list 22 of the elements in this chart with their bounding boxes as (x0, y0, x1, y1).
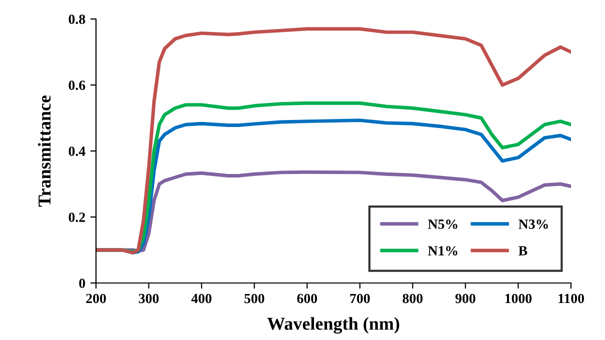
x-tick-label: 600 (297, 294, 317, 304)
y-tick-label: 0.4 (68, 146, 86, 156)
x-tick-label: 1000 (505, 294, 532, 304)
x-tick-label: 200 (86, 294, 106, 304)
x-tick-label: 900 (455, 294, 476, 304)
x-axis-title: Wavelength (nm) (267, 317, 400, 334)
y-tick-label: 0 (79, 278, 86, 288)
x-tick-label: 1100 (558, 294, 584, 304)
x-tick-label: 500 (244, 294, 264, 304)
x-tick-label: 800 (402, 294, 423, 304)
y-tick-label: 0.6 (68, 80, 86, 90)
legend-label: N3% (518, 220, 548, 229)
legend-label: B (518, 246, 528, 256)
legend-label: N5% (428, 220, 458, 229)
y-axis-title: Transmittance (38, 95, 51, 207)
x-tick-label: 700 (350, 294, 370, 304)
y-tick-label: 0.8 (68, 14, 86, 24)
legend-label: N1% (428, 246, 458, 256)
x-tick-label: 300 (138, 294, 159, 304)
line-series (96, 27, 571, 254)
y-tick-label: 0.2 (68, 212, 85, 222)
x-tick-label: 400 (191, 294, 212, 304)
